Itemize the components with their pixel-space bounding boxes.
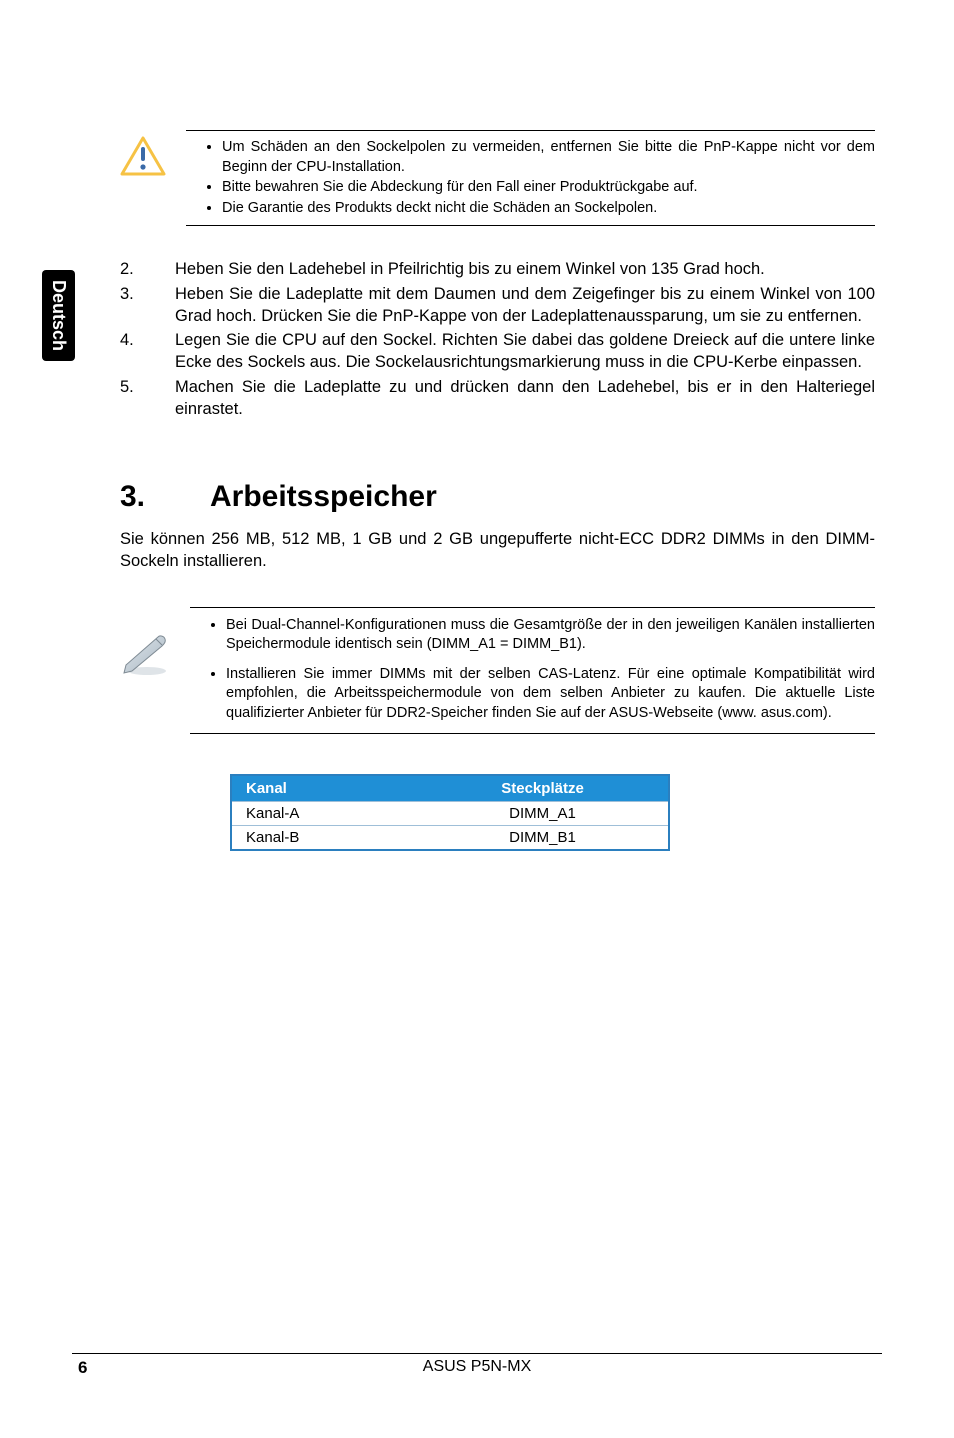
- step-number: 2.: [120, 258, 175, 280]
- footer-divider: [72, 1353, 882, 1354]
- warning-text: Um Schäden an den Sockelpolen zu vermeid…: [186, 130, 875, 226]
- section-heading: 3.Arbeitsspeicher: [120, 480, 875, 514]
- section-title: Arbeitsspeicher: [210, 480, 437, 513]
- table-header-row: Kanal Steckplätze: [231, 775, 669, 802]
- table-cell: DIMM_A1: [417, 802, 669, 826]
- step-text: Heben Sie die Ladeplatte mit dem Daumen …: [175, 283, 875, 328]
- table-header-kanal: Kanal: [231, 775, 417, 802]
- table-header-steckplaetze: Steckplätze: [417, 775, 669, 802]
- step: 2. Heben Sie den Ladehebel in Pfeilricht…: [120, 258, 875, 280]
- section-number: 3.: [120, 480, 210, 514]
- step-number: 4.: [120, 329, 175, 374]
- note-item: Installieren Sie immer DIMMs mit der sel…: [226, 665, 875, 724]
- step-number: 5.: [120, 376, 175, 421]
- step: 5. Machen Sie die Ladeplatte zu und drüc…: [120, 376, 875, 421]
- step-text: Heben Sie den Ladehebel in Pfeilrichtig …: [175, 258, 875, 280]
- note-item: Bei Dual-Channel-Konfigurationen muss di…: [226, 616, 875, 655]
- page-content: Um Schäden an den Sockelpolen zu vermeid…: [120, 130, 875, 851]
- warning-block: Um Schäden an den Sockelpolen zu vermeid…: [120, 130, 875, 226]
- install-steps: 2. Heben Sie den Ladehebel in Pfeilricht…: [120, 258, 875, 420]
- language-tab: Deutsch: [42, 270, 75, 361]
- step-number: 3.: [120, 283, 175, 328]
- table-cell: Kanal-B: [231, 826, 417, 851]
- table-row: Kanal-B DIMM_B1: [231, 826, 669, 851]
- warning-icon: [120, 136, 166, 181]
- table-row: Kanal-A DIMM_A1: [231, 802, 669, 826]
- note-block: Bei Dual-Channel-Konfigurationen muss di…: [120, 607, 875, 735]
- warning-item: Bitte bewahren Sie die Abdeckung für den…: [222, 178, 875, 198]
- note-text: Bei Dual-Channel-Konfigurationen muss di…: [190, 607, 875, 735]
- step: 3. Heben Sie die Ladeplatte mit dem Daum…: [120, 283, 875, 328]
- step-text: Legen Sie die CPU auf den Sockel. Richte…: [175, 329, 875, 374]
- warning-item: Um Schäden an den Sockelpolen zu vermeid…: [222, 138, 875, 177]
- page-footer: 6 ASUS P5N-MX: [0, 1353, 954, 1380]
- section-intro: Sie können 256 MB, 512 MB, 1 GB und 2 GB…: [120, 528, 875, 573]
- footer-model: ASUS P5N-MX: [0, 1358, 954, 1376]
- note-icon: [120, 631, 170, 682]
- table-cell: DIMM_B1: [417, 826, 669, 851]
- step: 4. Legen Sie die CPU auf den Sockel. Ric…: [120, 329, 875, 374]
- table-cell: Kanal-A: [231, 802, 417, 826]
- warning-item: Die Garantie des Produkts deckt nicht di…: [222, 199, 875, 219]
- step-text: Machen Sie die Ladeplatte zu und drücken…: [175, 376, 875, 421]
- channel-table: Kanal Steckplätze Kanal-A DIMM_A1 Kanal-…: [230, 774, 670, 851]
